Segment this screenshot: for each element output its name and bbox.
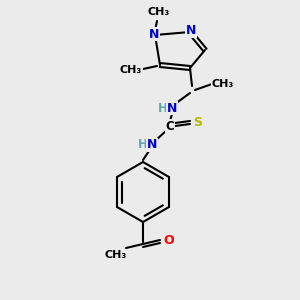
Text: CH₃: CH₃ [148, 7, 170, 17]
Text: CH₃: CH₃ [105, 250, 127, 260]
Text: O: O [164, 235, 174, 248]
Text: H: H [158, 101, 168, 115]
Text: N: N [167, 101, 177, 115]
Text: N: N [149, 28, 159, 40]
Text: H: H [138, 139, 148, 152]
Text: N: N [147, 139, 157, 152]
Text: CH₃: CH₃ [120, 65, 142, 75]
Text: N: N [186, 25, 196, 38]
Text: S: S [194, 116, 202, 130]
Text: CH₃: CH₃ [212, 79, 234, 89]
Text: C: C [166, 119, 174, 133]
